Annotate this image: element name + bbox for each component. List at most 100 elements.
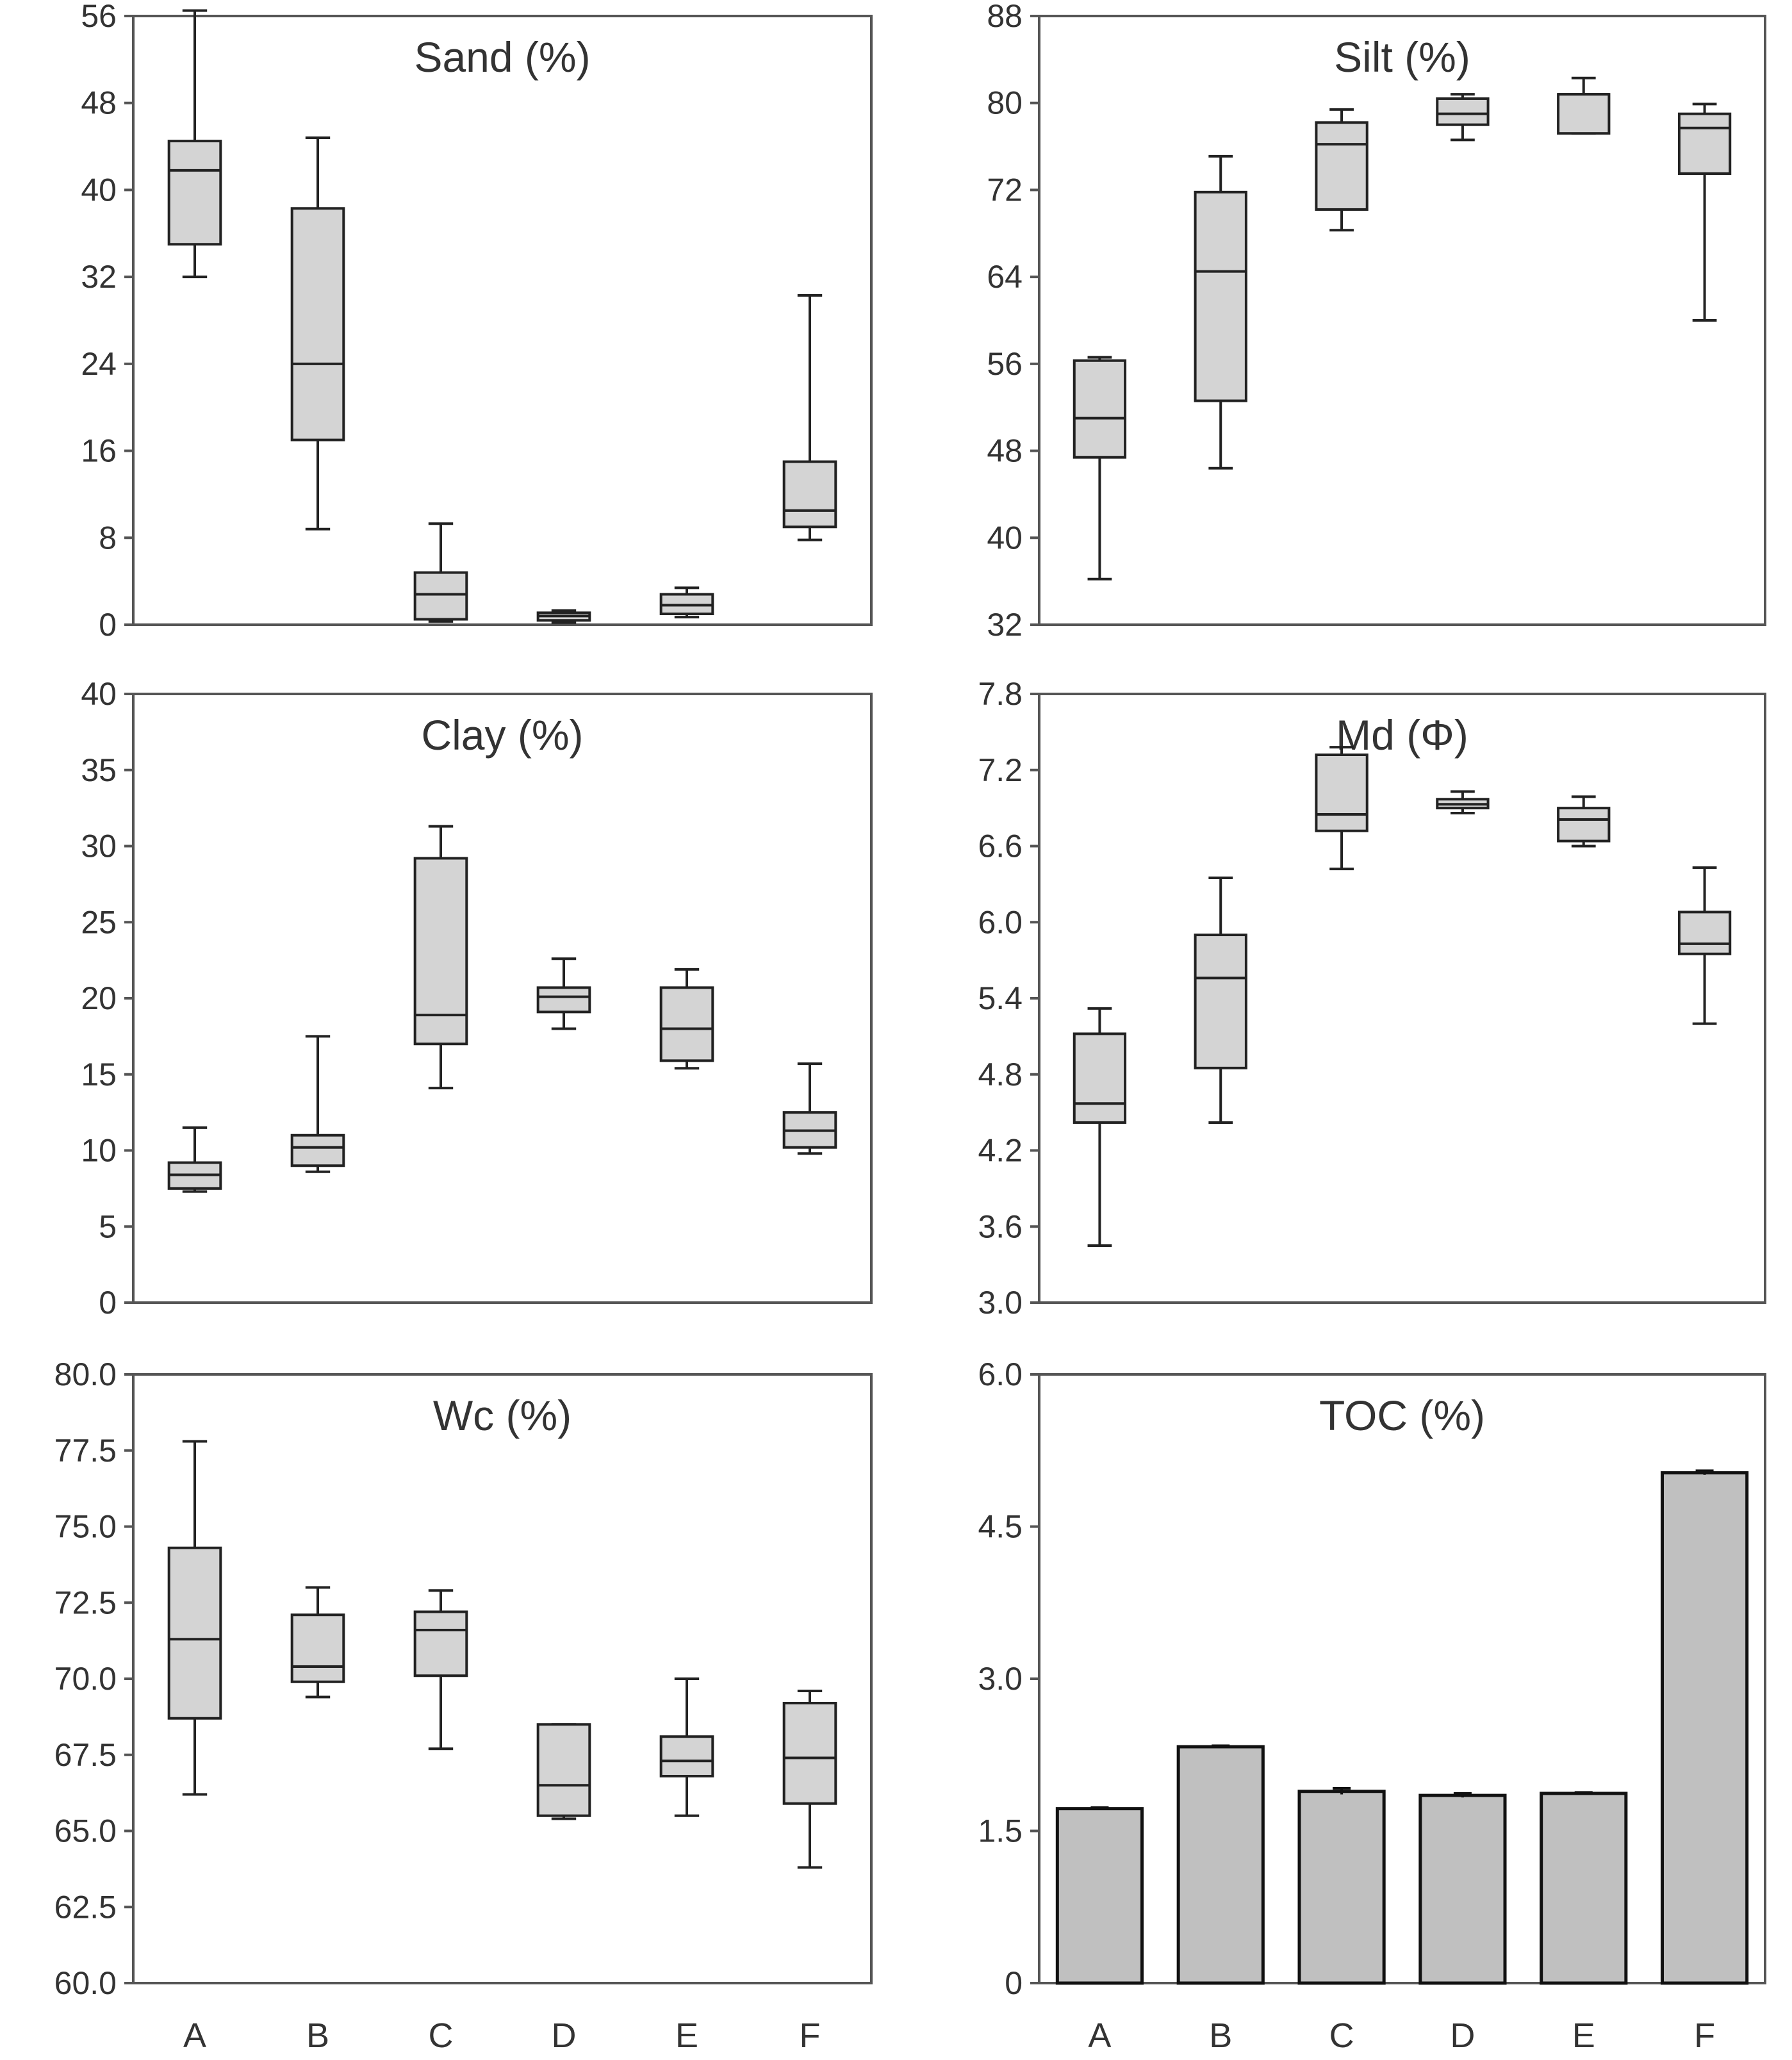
wc-panel: 60.0 62.5 65.0 67.5 70.0 72.5 75.0 77.5 80.0 Wc (… bbox=[54, 1356, 873, 2055]
x-category-label: B bbox=[306, 2016, 329, 2055]
box-e bbox=[1557, 795, 1611, 848]
box-a bbox=[167, 1126, 222, 1193]
toc-panel: 0 1.5 3.0 4.5 6.0 TOC (%) A B C D E F bbox=[978, 1356, 1766, 2055]
y-tick-label: 70.0 bbox=[54, 1661, 117, 1697]
y-tick-label: 3.0 bbox=[978, 1285, 1023, 1321]
box-b bbox=[1194, 876, 1247, 1124]
bar-d bbox=[1418, 1792, 1507, 1985]
box-d bbox=[536, 1723, 591, 1820]
box-f bbox=[1677, 866, 1732, 1025]
y-tick-label: 1.5 bbox=[978, 1813, 1023, 1849]
bar bbox=[1418, 1793, 1507, 1985]
x-category-label: B bbox=[1209, 2016, 1232, 2055]
x-category-label: C bbox=[1329, 2016, 1354, 2055]
y-tick-label: 4.2 bbox=[978, 1133, 1023, 1169]
x-category-label: C bbox=[429, 2016, 454, 2055]
y-tick-label: 48 bbox=[987, 433, 1023, 469]
clay-panel: 0 5 10 15 20 25 30 35 40 Clay (%) bbox=[81, 676, 873, 1321]
y-tick-label: 6.0 bbox=[978, 1356, 1023, 1392]
iqr-box bbox=[782, 1702, 837, 1805]
x-category-label: D bbox=[552, 2016, 577, 2055]
box-e bbox=[659, 968, 714, 1070]
y-tick-label: 32 bbox=[987, 607, 1023, 643]
x-category-label: D bbox=[1450, 2016, 1475, 2055]
y-tick-label: 56 bbox=[987, 346, 1023, 382]
y-tick-label: 77.5 bbox=[54, 1433, 117, 1469]
box-f bbox=[782, 1062, 837, 1155]
y-tick-label: 0 bbox=[1005, 1965, 1023, 2001]
bar bbox=[1176, 1745, 1265, 1985]
bar-e bbox=[1540, 1791, 1628, 1985]
sand-panel: 0 8 16 24 32 40 48 56 Sand (%) bbox=[81, 0, 873, 643]
y-tick-label: 32 bbox=[81, 259, 117, 295]
x-category-label: E bbox=[1572, 2016, 1595, 2055]
iqr-box bbox=[1073, 359, 1127, 459]
box-d bbox=[1436, 93, 1490, 142]
bar-a bbox=[1055, 1806, 1144, 1985]
box-c bbox=[1315, 746, 1369, 871]
iqr-box bbox=[1073, 1032, 1127, 1124]
y-tick-label: 4.8 bbox=[978, 1057, 1023, 1092]
box-c bbox=[413, 522, 468, 623]
x-category-label: F bbox=[1694, 2016, 1715, 2055]
iqr-box bbox=[413, 571, 468, 621]
box-f bbox=[782, 1690, 837, 1869]
box-e bbox=[1557, 76, 1611, 135]
box-e bbox=[659, 1677, 714, 1817]
box-c bbox=[413, 825, 468, 1090]
iqr-box bbox=[1677, 911, 1732, 955]
iqr-box bbox=[167, 140, 222, 246]
y-tick-label: 20 bbox=[81, 980, 117, 1016]
plot-frame bbox=[132, 1373, 873, 1984]
y-tick-label: 10 bbox=[81, 1133, 117, 1169]
box-a bbox=[167, 9, 222, 279]
panel-title: Silt (%) bbox=[1334, 33, 1470, 81]
y-tick-label: 35 bbox=[81, 752, 117, 788]
y-tick-label: 88 bbox=[987, 0, 1023, 34]
box-e bbox=[659, 586, 714, 619]
bar bbox=[1297, 1790, 1386, 1985]
y-tick-label: 60.0 bbox=[54, 1965, 117, 2001]
iqr-box bbox=[290, 207, 345, 441]
iqr-box bbox=[1194, 190, 1247, 402]
y-tick-label: 40 bbox=[987, 520, 1023, 556]
iqr-box bbox=[1557, 93, 1611, 135]
iqr-box bbox=[1436, 97, 1490, 126]
iqr-box bbox=[1557, 807, 1611, 843]
box-c bbox=[1315, 108, 1369, 232]
plot-frame bbox=[132, 693, 873, 1304]
iqr-box bbox=[1315, 754, 1369, 832]
box-b bbox=[290, 1586, 345, 1699]
y-tick-label: 56 bbox=[81, 0, 117, 34]
iqr-box bbox=[167, 1546, 222, 1720]
y-tick-label: 30 bbox=[81, 828, 117, 864]
x-category-label: F bbox=[800, 2016, 821, 2055]
box-f bbox=[782, 293, 837, 541]
box-d bbox=[1436, 790, 1490, 815]
y-tick-label: 65.0 bbox=[54, 1813, 117, 1849]
x-category-label: E bbox=[675, 2016, 698, 2055]
box-b bbox=[1194, 154, 1247, 470]
y-tick-label: 6.0 bbox=[978, 904, 1023, 940]
plot-frame bbox=[1038, 1373, 1766, 1984]
y-tick-label: 5 bbox=[99, 1208, 117, 1244]
silt-panel: 32 40 48 56 64 72 80 88 Silt (%) bbox=[987, 0, 1766, 643]
y-tick-label: 0 bbox=[99, 607, 117, 643]
panel-title: TOC (%) bbox=[1319, 1392, 1485, 1439]
y-tick-label: 4.5 bbox=[978, 1509, 1023, 1545]
iqr-box bbox=[536, 1723, 591, 1817]
bar bbox=[1540, 1792, 1628, 1985]
iqr-box bbox=[659, 986, 714, 1062]
y-tick-label: 40 bbox=[81, 676, 117, 712]
bar bbox=[1660, 1471, 1749, 1985]
y-tick-label: 72.5 bbox=[54, 1585, 117, 1620]
y-tick-label: 7.8 bbox=[978, 676, 1023, 712]
y-tick-label: 48 bbox=[81, 85, 117, 121]
box-d bbox=[536, 609, 591, 624]
plot-frame bbox=[1038, 15, 1766, 626]
y-tick-label: 80.0 bbox=[54, 1356, 117, 1392]
box-a bbox=[1073, 356, 1127, 581]
iqr-box bbox=[1194, 934, 1247, 1069]
bar-b bbox=[1176, 1744, 1265, 1985]
